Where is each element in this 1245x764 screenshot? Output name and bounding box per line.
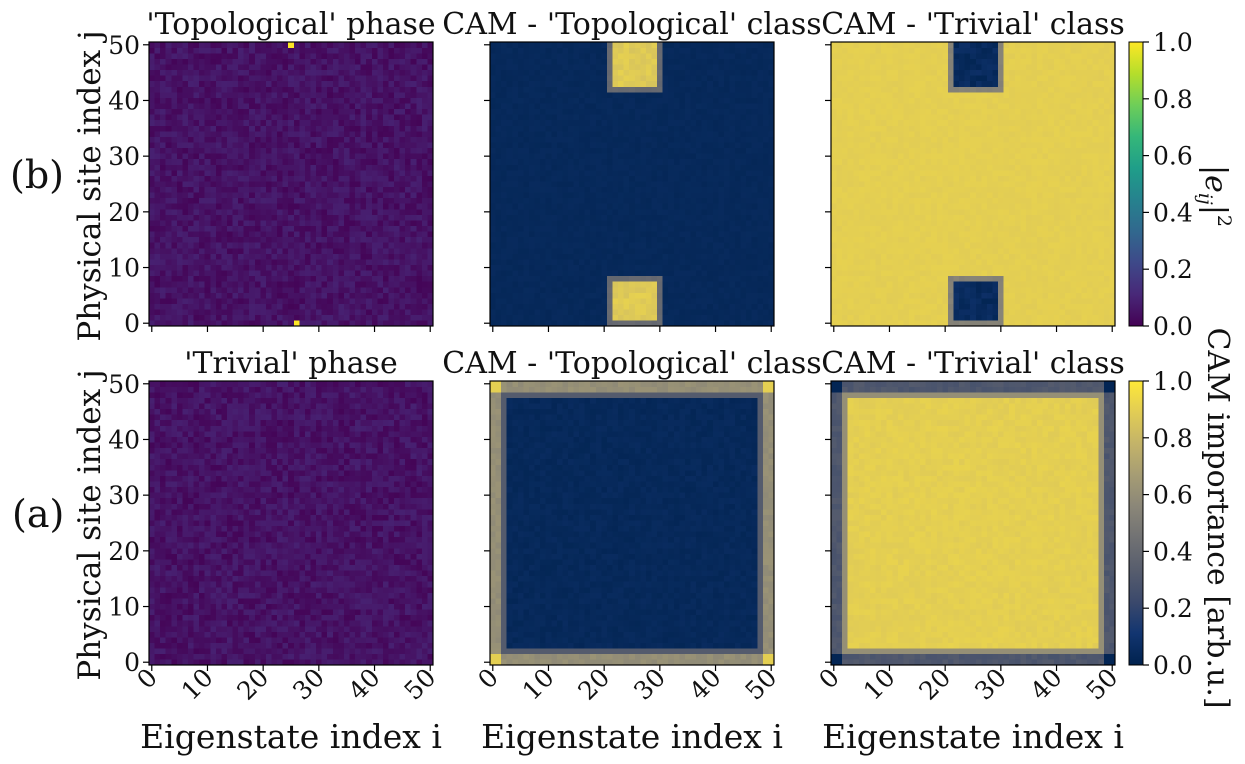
colorbar-tick-label: 0.0 <box>1153 312 1193 341</box>
panel-title: CAM - 'Topological' class <box>442 346 821 381</box>
y-tick-label: 0 <box>124 309 140 338</box>
heatmap-cells <box>149 381 434 666</box>
x-tick-label: 50 <box>398 663 441 706</box>
row-label-bottom: (a) <box>12 492 64 536</box>
colorbar-bottom: 0.0 0.2 0.4 0.6 0.8 1.0 <box>1128 367 1193 680</box>
x-tick-label: 10 <box>858 663 901 706</box>
heatmap-panel-cam-trivial-bottom: CAM - 'Trivial' class 0 10 20 30 40 50 Eigensta… <box>813 346 1125 756</box>
heatmap-cells <box>490 42 775 327</box>
colorbar-tick-label: 0.6 <box>1153 481 1193 510</box>
colorbar-tick-label: 0.8 <box>1153 85 1193 114</box>
heatmap-panel-cam-trivial-top: CAM - 'Trivial' class <box>821 7 1125 332</box>
y-tick-label: 50 <box>108 370 140 399</box>
panel-title: CAM - 'Topological' class <box>442 7 821 42</box>
plot-frame <box>489 380 775 666</box>
colorbar-tick-label: 0.2 <box>1153 255 1193 284</box>
y-tick-label: 0 <box>124 648 140 677</box>
y-tick-label: 10 <box>108 254 140 283</box>
plot-frame <box>489 41 775 327</box>
x-axis-label: Eigenstate index i <box>822 717 1124 756</box>
y-tick-label: 30 <box>108 481 140 510</box>
panel-title: CAM - 'Trivial' class <box>821 7 1125 42</box>
heatmap-panel-topological-phase: 'Topological' phase 0 10 20 30 40 50 <box>108 7 435 338</box>
colorbar-tick-label: 0.8 <box>1153 424 1193 453</box>
colorbar-tick-label: 0.4 <box>1153 537 1193 566</box>
x-tick-label: 50 <box>739 663 782 706</box>
heatmap-cells <box>149 42 434 327</box>
colorbar-gradient <box>1128 380 1144 666</box>
y-tick-label: 10 <box>108 593 140 622</box>
colorbar-label-bottom: CAM importance [arb.u.] <box>1200 327 1235 708</box>
x-tick-label: 40 <box>684 663 727 706</box>
y-tick-label: 50 <box>108 31 140 60</box>
plot-frame <box>148 41 434 327</box>
x-tick-label: 40 <box>343 663 386 706</box>
x-tick-label: 20 <box>913 663 956 706</box>
x-tick-label: 10 <box>176 663 219 706</box>
colorbar-tick-label: 0.0 <box>1153 651 1193 680</box>
panel-title: CAM - 'Trivial' class <box>821 346 1125 381</box>
colorbar-top: 0.0 0.2 0.4 0.6 0.8 1.0 <box>1128 28 1193 341</box>
panel-title: 'Trivial' phase <box>184 346 398 381</box>
x-tick-label: 20 <box>231 663 274 706</box>
y-tick-label: 20 <box>108 198 140 227</box>
x-tick-label: 30 <box>969 663 1012 706</box>
colorbar-gradient <box>1128 41 1144 327</box>
heatmap-panel-cam-topological-top: CAM - 'Topological' class <box>442 7 822 332</box>
colorbar-tick-label: 0.6 <box>1153 142 1193 171</box>
x-tick-label: 10 <box>517 663 560 706</box>
y-tick-label: 40 <box>108 425 140 454</box>
x-tick-label: 0 <box>813 663 845 695</box>
x-axis-label: Eigenstate index i <box>140 717 442 756</box>
x-tick-label: 40 <box>1025 663 1068 706</box>
x-tick-label: 30 <box>628 663 671 706</box>
plot-frame <box>830 380 1116 666</box>
x-tick-label: 50 <box>1080 663 1123 706</box>
y-axis-label-bottom: Physical site index j <box>72 369 108 680</box>
heatmap-panel-cam-topological-bottom: CAM - 'Topological' class 0 10 20 30 40 50 Eige… <box>442 346 821 756</box>
y-tick-label: 30 <box>108 142 140 171</box>
plot-frame <box>830 41 1116 327</box>
y-tick-label: 20 <box>108 537 140 566</box>
colorbar-tick-label: 0.4 <box>1153 198 1193 227</box>
colorbar-tick-label: 0.2 <box>1153 594 1193 623</box>
x-axis-label: Eigenstate index i <box>481 717 783 756</box>
x-tick-label: 20 <box>572 663 615 706</box>
heatmap-cells <box>490 381 775 666</box>
x-tick-label: 30 <box>287 663 330 706</box>
colorbar-label-top: |eij|2 <box>1194 165 1235 227</box>
x-tick-label: 0 <box>472 663 504 695</box>
colorbar-tick-label: 1.0 <box>1153 28 1193 57</box>
heatmap-cells <box>831 381 1116 666</box>
heatmap-cells <box>831 42 1116 327</box>
colorbar-tick-label: 1.0 <box>1153 367 1193 396</box>
y-axis-label-top: Physical site index j <box>72 30 108 341</box>
panel-title: 'Topological' phase <box>146 7 435 42</box>
y-tick-label: 40 <box>108 86 140 115</box>
row-label-top: (b) <box>10 153 64 197</box>
plot-frame <box>148 380 434 666</box>
